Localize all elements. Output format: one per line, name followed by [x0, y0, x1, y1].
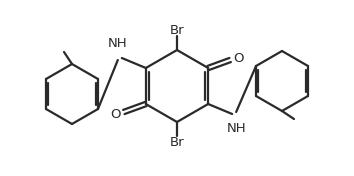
- Text: O: O: [110, 108, 121, 121]
- Text: Br: Br: [170, 136, 184, 149]
- Text: Br: Br: [170, 24, 184, 36]
- Text: NH: NH: [108, 37, 128, 50]
- Text: O: O: [233, 52, 244, 64]
- Text: NH: NH: [226, 122, 246, 135]
